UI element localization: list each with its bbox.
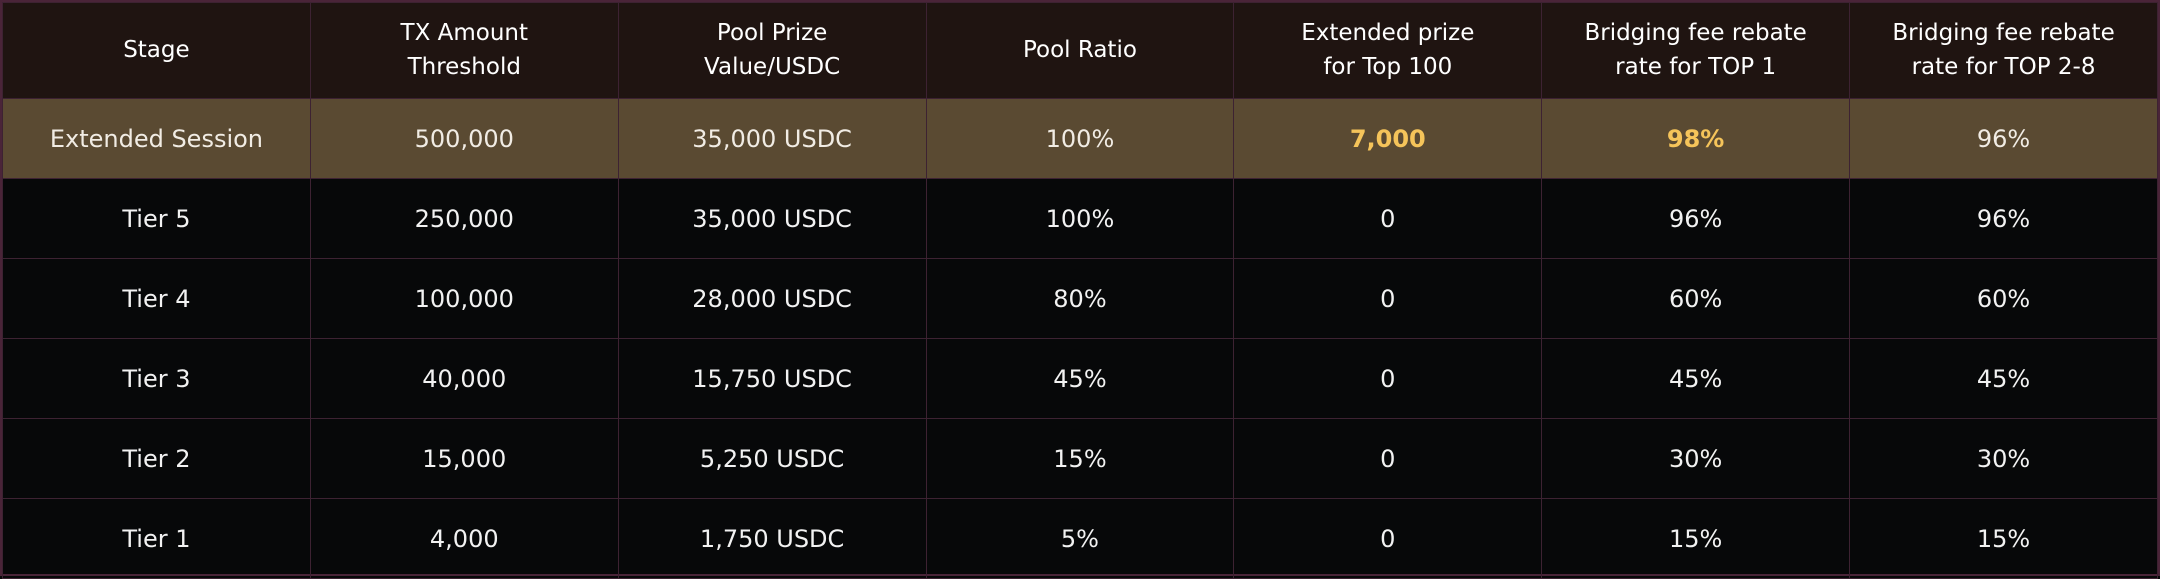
cell-rebate-top-1: 60% bbox=[1541, 258, 1851, 339]
cell-stage: Tier 3 bbox=[2, 338, 311, 419]
header-rebate-top2-8-line-2: rate for TOP 2-8 bbox=[1911, 53, 2096, 80]
cell-extended-prize: 0 bbox=[1233, 418, 1543, 499]
header-pool-prize-value: Pool Prize Value/USDC bbox=[617, 2, 927, 99]
cell-pool-prize: 15,750 USDC bbox=[617, 338, 927, 419]
header-extended-prize-line-1: Extended prize bbox=[1301, 20, 1475, 47]
cell-extended-prize: 0 bbox=[1233, 178, 1543, 259]
table-row-tier-5: Tier 5 250,000 35,000 USDC 100% 0 96% 96… bbox=[2, 178, 2158, 259]
cell-pool-ratio: 80% bbox=[925, 258, 1235, 339]
header-pool-prize-line-2: Value/USDC bbox=[704, 53, 841, 80]
cell-pool-ratio: 45% bbox=[925, 338, 1235, 419]
header-rebate-top-1: Bridging fee rebate rate for TOP 1 bbox=[1541, 2, 1851, 99]
cell-rebate-top-1: 15% bbox=[1541, 498, 1851, 579]
cell-rebate-top-1: 96% bbox=[1541, 178, 1851, 259]
cell-pool-ratio: 15% bbox=[925, 418, 1235, 499]
cell-extended-prize: 0 bbox=[1233, 498, 1543, 579]
cell-rebate-top-2-8: 30% bbox=[1849, 418, 2158, 499]
cell-rebate-top-1: 45% bbox=[1541, 338, 1851, 419]
table-row-extended-session: Extended Session 500,000 35,000 USDC 100… bbox=[2, 98, 2158, 179]
cell-stage: Tier 4 bbox=[2, 258, 311, 339]
header-rebate-top-2-8: Bridging fee rebate rate for TOP 2-8 bbox=[1849, 2, 2158, 99]
header-extended-prize-line-2: for Top 100 bbox=[1323, 53, 1453, 80]
cell-stage: Tier 1 bbox=[2, 498, 311, 579]
header-tx-amount-line-1: TX Amount bbox=[400, 20, 529, 47]
cell-pool-ratio: 100% bbox=[925, 98, 1235, 179]
cell-rebate-top-1: 98% bbox=[1541, 98, 1851, 179]
cell-tx-threshold: 250,000 bbox=[309, 178, 619, 259]
table-row-tier-4: Tier 4 100,000 28,000 USDC 80% 0 60% 60% bbox=[2, 258, 2158, 339]
header-pool-prize-line-1: Pool Prize bbox=[716, 20, 828, 47]
table-row-tier-2: Tier 2 15,000 5,250 USDC 15% 0 30% 30% bbox=[2, 418, 2158, 499]
header-rebate-top1-line-2: rate for TOP 1 bbox=[1615, 53, 1777, 80]
cell-pool-prize: 35,000 USDC bbox=[617, 98, 927, 179]
header-tx-amount-threshold: TX Amount Threshold bbox=[309, 2, 619, 99]
cell-rebate-top-2-8: 96% bbox=[1849, 98, 2158, 179]
cell-tx-threshold: 40,000 bbox=[309, 338, 619, 419]
header-stage: Stage bbox=[2, 2, 311, 99]
cell-pool-prize: 35,000 USDC bbox=[617, 178, 927, 259]
cell-stage: Tier 2 bbox=[2, 418, 311, 499]
cell-tx-threshold: 500,000 bbox=[309, 98, 619, 179]
cell-stage: Extended Session bbox=[2, 98, 311, 179]
cell-rebate-top-2-8: 45% bbox=[1849, 338, 2158, 419]
table-header-row: Stage TX Amount Threshold Pool Prize Val… bbox=[2, 2, 2158, 99]
cell-rebate-top-1: 30% bbox=[1541, 418, 1851, 499]
header-stage-line-1: Stage bbox=[123, 36, 190, 63]
cell-extended-prize: 7,000 bbox=[1233, 98, 1543, 179]
cell-tx-threshold: 15,000 bbox=[309, 418, 619, 499]
cell-pool-prize: 5,250 USDC bbox=[617, 418, 927, 499]
cell-rebate-top-2-8: 96% bbox=[1849, 178, 2158, 259]
cell-tx-threshold: 4,000 bbox=[309, 498, 619, 579]
header-tx-amount-line-2: Threshold bbox=[407, 53, 521, 80]
cell-pool-ratio: 100% bbox=[925, 178, 1235, 259]
table-row-tier-3: Tier 3 40,000 15,750 USDC 45% 0 45% 45% bbox=[2, 338, 2158, 419]
cell-pool-prize: 28,000 USDC bbox=[617, 258, 927, 339]
cell-pool-ratio: 5% bbox=[925, 498, 1235, 579]
header-rebate-top2-8-line-1: Bridging fee rebate bbox=[1892, 20, 2115, 47]
header-rebate-top1-line-1: Bridging fee rebate bbox=[1584, 20, 1807, 47]
table-row-tier-1: Tier 1 4,000 1,750 USDC 5% 0 15% 15% bbox=[2, 498, 2158, 579]
header-pool-ratio: Pool Ratio bbox=[925, 2, 1235, 99]
cell-tx-threshold: 100,000 bbox=[309, 258, 619, 339]
cell-extended-prize: 0 bbox=[1233, 258, 1543, 339]
cell-rebate-top-2-8: 60% bbox=[1849, 258, 2158, 339]
cell-stage: Tier 5 bbox=[2, 178, 311, 259]
cell-extended-prize: 0 bbox=[1233, 338, 1543, 419]
cell-rebate-top-2-8: 15% bbox=[1849, 498, 2158, 579]
header-pool-ratio-line-1: Pool Ratio bbox=[1022, 36, 1137, 63]
cell-pool-prize: 1,750 USDC bbox=[617, 498, 927, 579]
header-extended-prize-top-100: Extended prize for Top 100 bbox=[1233, 2, 1543, 99]
